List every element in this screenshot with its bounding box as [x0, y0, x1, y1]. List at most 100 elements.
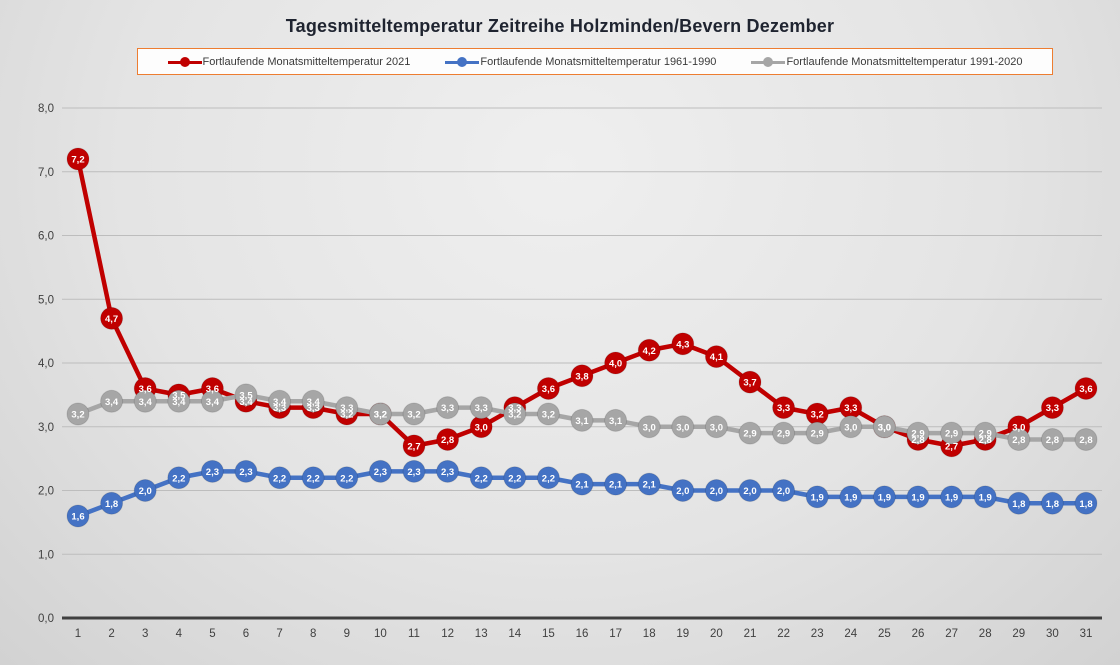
data-point-marker — [1040, 491, 1064, 515]
data-point-label: 2,1 — [609, 480, 623, 491]
data-point-label: 4,0 — [609, 359, 622, 370]
x-tick-label: 4 — [176, 628, 183, 640]
data-point-label: 3,2 — [374, 410, 387, 421]
x-tick-label: 23 — [811, 628, 824, 640]
data-point-marker — [570, 472, 594, 496]
data-point-label: 2,3 — [206, 467, 219, 478]
data-point-marker — [738, 421, 762, 445]
data-point-label: 4,1 — [710, 352, 724, 363]
legend-line-marker-gray-icon — [751, 56, 786, 67]
legend-line-marker-blue-icon — [445, 56, 480, 67]
data-point-label: 3,0 — [710, 422, 723, 433]
x-tick-label: 8 — [310, 628, 316, 640]
data-point-label: 3,1 — [575, 416, 589, 427]
data-point-label: 3,8 — [575, 371, 588, 382]
data-point-label: 3,6 — [139, 384, 152, 395]
data-point-label: 3,6 — [206, 384, 219, 395]
data-point-marker — [335, 396, 359, 420]
data-point-marker — [940, 421, 964, 445]
data-point-label: 3,3 — [1046, 403, 1059, 414]
x-tick-label: 26 — [912, 628, 925, 640]
data-point-label: 3,2 — [407, 410, 420, 421]
data-point-marker — [805, 485, 829, 509]
data-point-label: 3,2 — [811, 410, 824, 421]
data-point-label: 2,0 — [710, 486, 723, 497]
y-tick-label: 8,0 — [38, 103, 54, 115]
data-point-marker — [335, 466, 359, 490]
data-point-label: 2,9 — [979, 429, 992, 440]
series-line-0 — [75, 158, 1088, 449]
data-point-marker — [66, 147, 90, 171]
data-point-label: 2,3 — [407, 467, 420, 478]
data-point-marker — [772, 396, 796, 420]
data-point-marker — [536, 466, 560, 490]
data-point-label: 3,0 — [1012, 422, 1025, 433]
data-point-label: 3,5 — [239, 390, 253, 401]
data-point-label: 3,4 — [307, 397, 321, 408]
y-tick-label: 5,0 — [38, 294, 54, 306]
data-point-marker — [100, 306, 124, 330]
data-point-label: 3,3 — [340, 403, 353, 414]
data-point-marker — [839, 415, 863, 439]
data-point-label: 1,8 — [105, 499, 118, 510]
x-tick-label: 15 — [542, 628, 555, 640]
data-point-label: 3,3 — [508, 403, 521, 414]
data-point-label: 3,3 — [307, 403, 320, 414]
legend-label-1961-1990: Fortlaufende Monatsmitteltemperatur 1961… — [480, 55, 717, 68]
data-point-label: 3,0 — [475, 422, 488, 433]
x-tick-label: 28 — [979, 628, 992, 640]
legend: Fortlaufende Monatsmitteltemperatur 2021… — [137, 48, 1053, 75]
data-point-marker — [200, 389, 224, 413]
legend-label-1991-2020: Fortlaufende Monatsmitteltemperatur 1991… — [786, 55, 1023, 68]
data-point-marker — [436, 459, 460, 483]
legend-label-2021: Fortlaufende Monatsmitteltemperatur 2021 — [202, 55, 411, 68]
data-point-label: 1,8 — [1012, 499, 1025, 510]
data-point-label: 2,0 — [139, 486, 152, 497]
data-point-label: 3,3 — [475, 403, 488, 414]
data-point-label: 2,7 — [945, 441, 958, 452]
x-tick-label: 16 — [576, 628, 589, 640]
data-point-label: 2,3 — [374, 467, 387, 478]
x-tick-label: 25 — [878, 628, 891, 640]
data-point-marker — [738, 370, 762, 394]
data-point-marker — [436, 428, 460, 451]
data-point-marker — [536, 402, 560, 426]
x-tick-label: 17 — [609, 628, 622, 640]
x-tick-label: 24 — [844, 628, 857, 640]
data-point-label: 3,2 — [374, 410, 387, 421]
data-point-label: 2,7 — [407, 441, 420, 452]
data-point-marker — [100, 389, 124, 413]
data-point-marker — [200, 459, 224, 483]
data-point-label: 2,1 — [643, 480, 657, 491]
y-tick-label: 2,0 — [38, 486, 54, 498]
x-tick-label: 2 — [108, 628, 114, 640]
y-tick-label: 4,0 — [38, 358, 54, 370]
data-point-marker — [637, 472, 661, 496]
data-point-label: 3,4 — [239, 397, 253, 408]
data-point-label: 2,1 — [575, 480, 589, 491]
data-point-label: 3,2 — [340, 410, 353, 421]
data-point-marker — [234, 459, 258, 483]
data-point-label: 2,9 — [911, 429, 924, 440]
data-point-label: 3,2 — [71, 410, 84, 421]
data-point-label: 2,8 — [979, 435, 992, 446]
data-point-marker — [1040, 428, 1064, 451]
data-point-marker — [234, 383, 258, 407]
data-point-marker — [436, 396, 460, 420]
data-point-label: 2,2 — [508, 473, 521, 484]
data-point-label: 3,2 — [508, 410, 521, 421]
data-point-label: 1,9 — [979, 492, 992, 503]
data-point-label: 3,4 — [139, 397, 153, 408]
legend-item-1961-1990: Fortlaufende Monatsmitteltemperatur 1961… — [445, 56, 716, 68]
y-tick-label: 6,0 — [38, 231, 54, 243]
data-point-marker — [133, 389, 157, 413]
data-point-marker — [604, 351, 628, 375]
data-point-marker — [570, 408, 594, 432]
x-tick-label: 30 — [1046, 628, 1059, 640]
legend-item-2021: Fortlaufende Monatsmitteltemperatur 2021 — [167, 55, 411, 68]
data-point-marker — [872, 415, 896, 439]
data-point-marker — [940, 485, 964, 509]
x-tick-label: 27 — [945, 628, 958, 640]
data-point-label: 3,4 — [105, 397, 119, 408]
